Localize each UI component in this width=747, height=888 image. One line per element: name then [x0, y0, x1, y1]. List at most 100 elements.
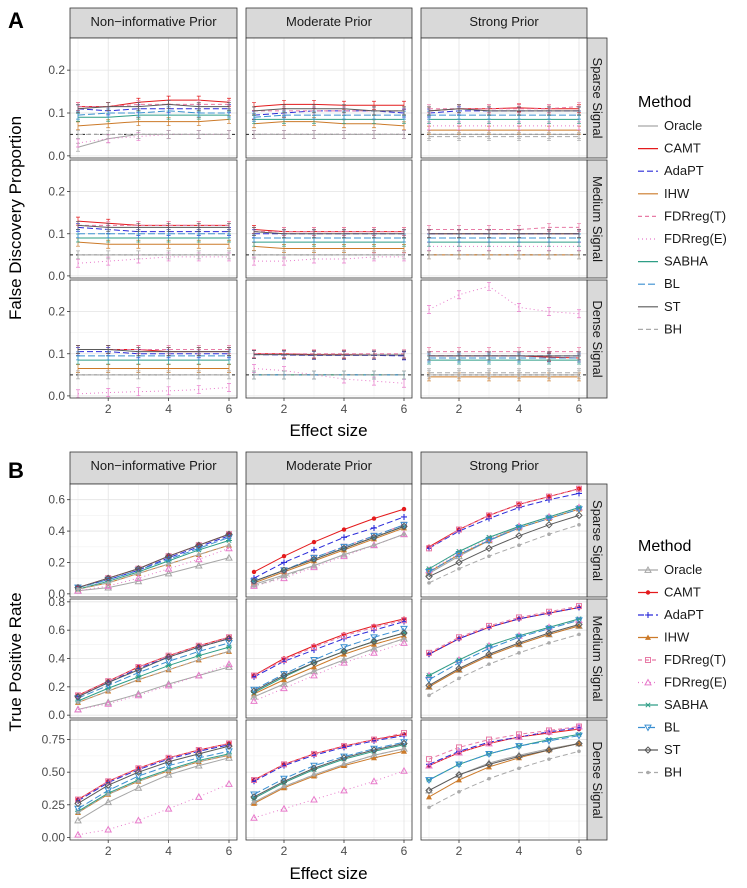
point-FDRreg(E) [225, 779, 233, 787]
row-strip-label: Medium Signal [590, 176, 605, 262]
series-CAMT [251, 506, 407, 575]
point-BH [106, 689, 110, 693]
series-line-ST [77, 533, 230, 589]
point-FDRreg(E) [74, 705, 82, 713]
point-CAMT [576, 486, 582, 491]
point-FDRreg(E) [164, 804, 173, 812]
point-AdaPT [341, 534, 347, 541]
facet-background [70, 38, 237, 158]
series-line-Oracle [77, 757, 230, 821]
legend-item-SABHA: SABHA [638, 254, 708, 269]
error-bar-BH [166, 250, 171, 260]
point-BL [164, 762, 173, 770]
error-bar-BH [372, 370, 376, 380]
point-ST [370, 746, 378, 754]
point-FDRreg(T) [135, 765, 142, 772]
series-BL [425, 506, 583, 576]
point-ST [515, 752, 523, 761]
point-BH [517, 543, 521, 548]
series-line-SABHA [77, 540, 230, 590]
x-axis-title-B: Effect size [289, 864, 367, 883]
error-bar-BH [547, 368, 551, 378]
point-CAMT [401, 506, 407, 512]
series-BH [427, 368, 581, 378]
error-bar-ST [252, 350, 256, 359]
point-BL [485, 751, 493, 758]
point-ST [545, 629, 553, 637]
point-BH [372, 543, 376, 548]
point-ST [455, 771, 463, 779]
series-line-FDRreg(E) [428, 285, 580, 315]
series-line-IHW [77, 241, 229, 245]
point-BL [164, 556, 173, 564]
error-bar-ST [282, 104, 286, 114]
facet-border [245, 483, 413, 598]
point-ST [425, 572, 433, 581]
point-FDRreg(E) [104, 581, 113, 589]
point-BL [194, 545, 203, 553]
error-bar-ST [577, 106, 581, 116]
series-line-ST [428, 514, 580, 578]
facet-background [421, 160, 587, 278]
point-BH [76, 810, 80, 815]
error-bar-ST [487, 106, 491, 116]
point-BL [225, 534, 233, 542]
point-ST [310, 659, 318, 667]
point-BH [517, 651, 521, 655]
column-strip-label: Non−informative Prior [90, 458, 217, 473]
point-BH [577, 523, 581, 527]
point-ST [340, 754, 348, 762]
legend-marker-FDRreg(T) [645, 657, 651, 663]
point-BL [194, 754, 203, 762]
error-bar-BH [547, 250, 551, 260]
series-line-SABHA [253, 744, 405, 799]
error-bar-FDRreg(E) [577, 309, 581, 319]
point-FDRreg(E) [515, 732, 523, 740]
point-FDRreg(E) [280, 804, 288, 812]
facet-border [69, 159, 238, 279]
point-FDRreg(T) [341, 632, 347, 639]
legend-item-FDRreg(E): FDRreg(E) [638, 231, 727, 246]
point-BH [227, 649, 231, 654]
error-bar-BH [342, 250, 346, 260]
series-FDRreg(E) [250, 766, 408, 821]
point-SABHA [195, 653, 202, 659]
point-FDRreg(E) [164, 564, 173, 572]
error-bar-ST [312, 104, 316, 114]
point-BL [515, 634, 523, 642]
point-FDRreg(T) [486, 512, 492, 519]
point-AdaPT [516, 504, 522, 511]
point-BH [457, 566, 461, 571]
series-ST [250, 629, 408, 695]
point-BL [425, 777, 433, 785]
point-IHW [486, 652, 492, 659]
point-BL [575, 506, 583, 514]
error-bar-ST [252, 106, 256, 116]
series-line-BH [428, 750, 580, 808]
legend-item-FDRreg(E): FDRreg(E) [638, 675, 727, 690]
series-FDRreg(E) [74, 779, 233, 838]
point-ST [545, 746, 553, 754]
point-FDRreg(E) [250, 696, 258, 704]
series-ST [74, 634, 233, 701]
point-BL [250, 791, 258, 799]
error-bar-BH [166, 370, 171, 380]
point-ST [74, 693, 82, 701]
series-line-AdaPT [253, 621, 405, 678]
series-line-CAMT [77, 220, 229, 226]
facet-background [246, 720, 412, 840]
point-BL [425, 568, 433, 576]
y-tick-label: 0.6 [48, 623, 65, 637]
legend-label: BH [664, 321, 682, 336]
x-tick-label: 2 [105, 402, 112, 416]
series-line-IHW [253, 750, 405, 804]
point-BH [227, 753, 231, 758]
error-bar-BH [372, 250, 376, 260]
series-line-AdaPT [77, 226, 229, 233]
y-tick-label: 0.2 [48, 63, 65, 77]
legend-title: Method [638, 94, 691, 111]
error-bar-ST [402, 350, 406, 360]
series-ST [252, 350, 406, 360]
error-bar-ST [227, 102, 231, 111]
series-BH [427, 523, 581, 585]
